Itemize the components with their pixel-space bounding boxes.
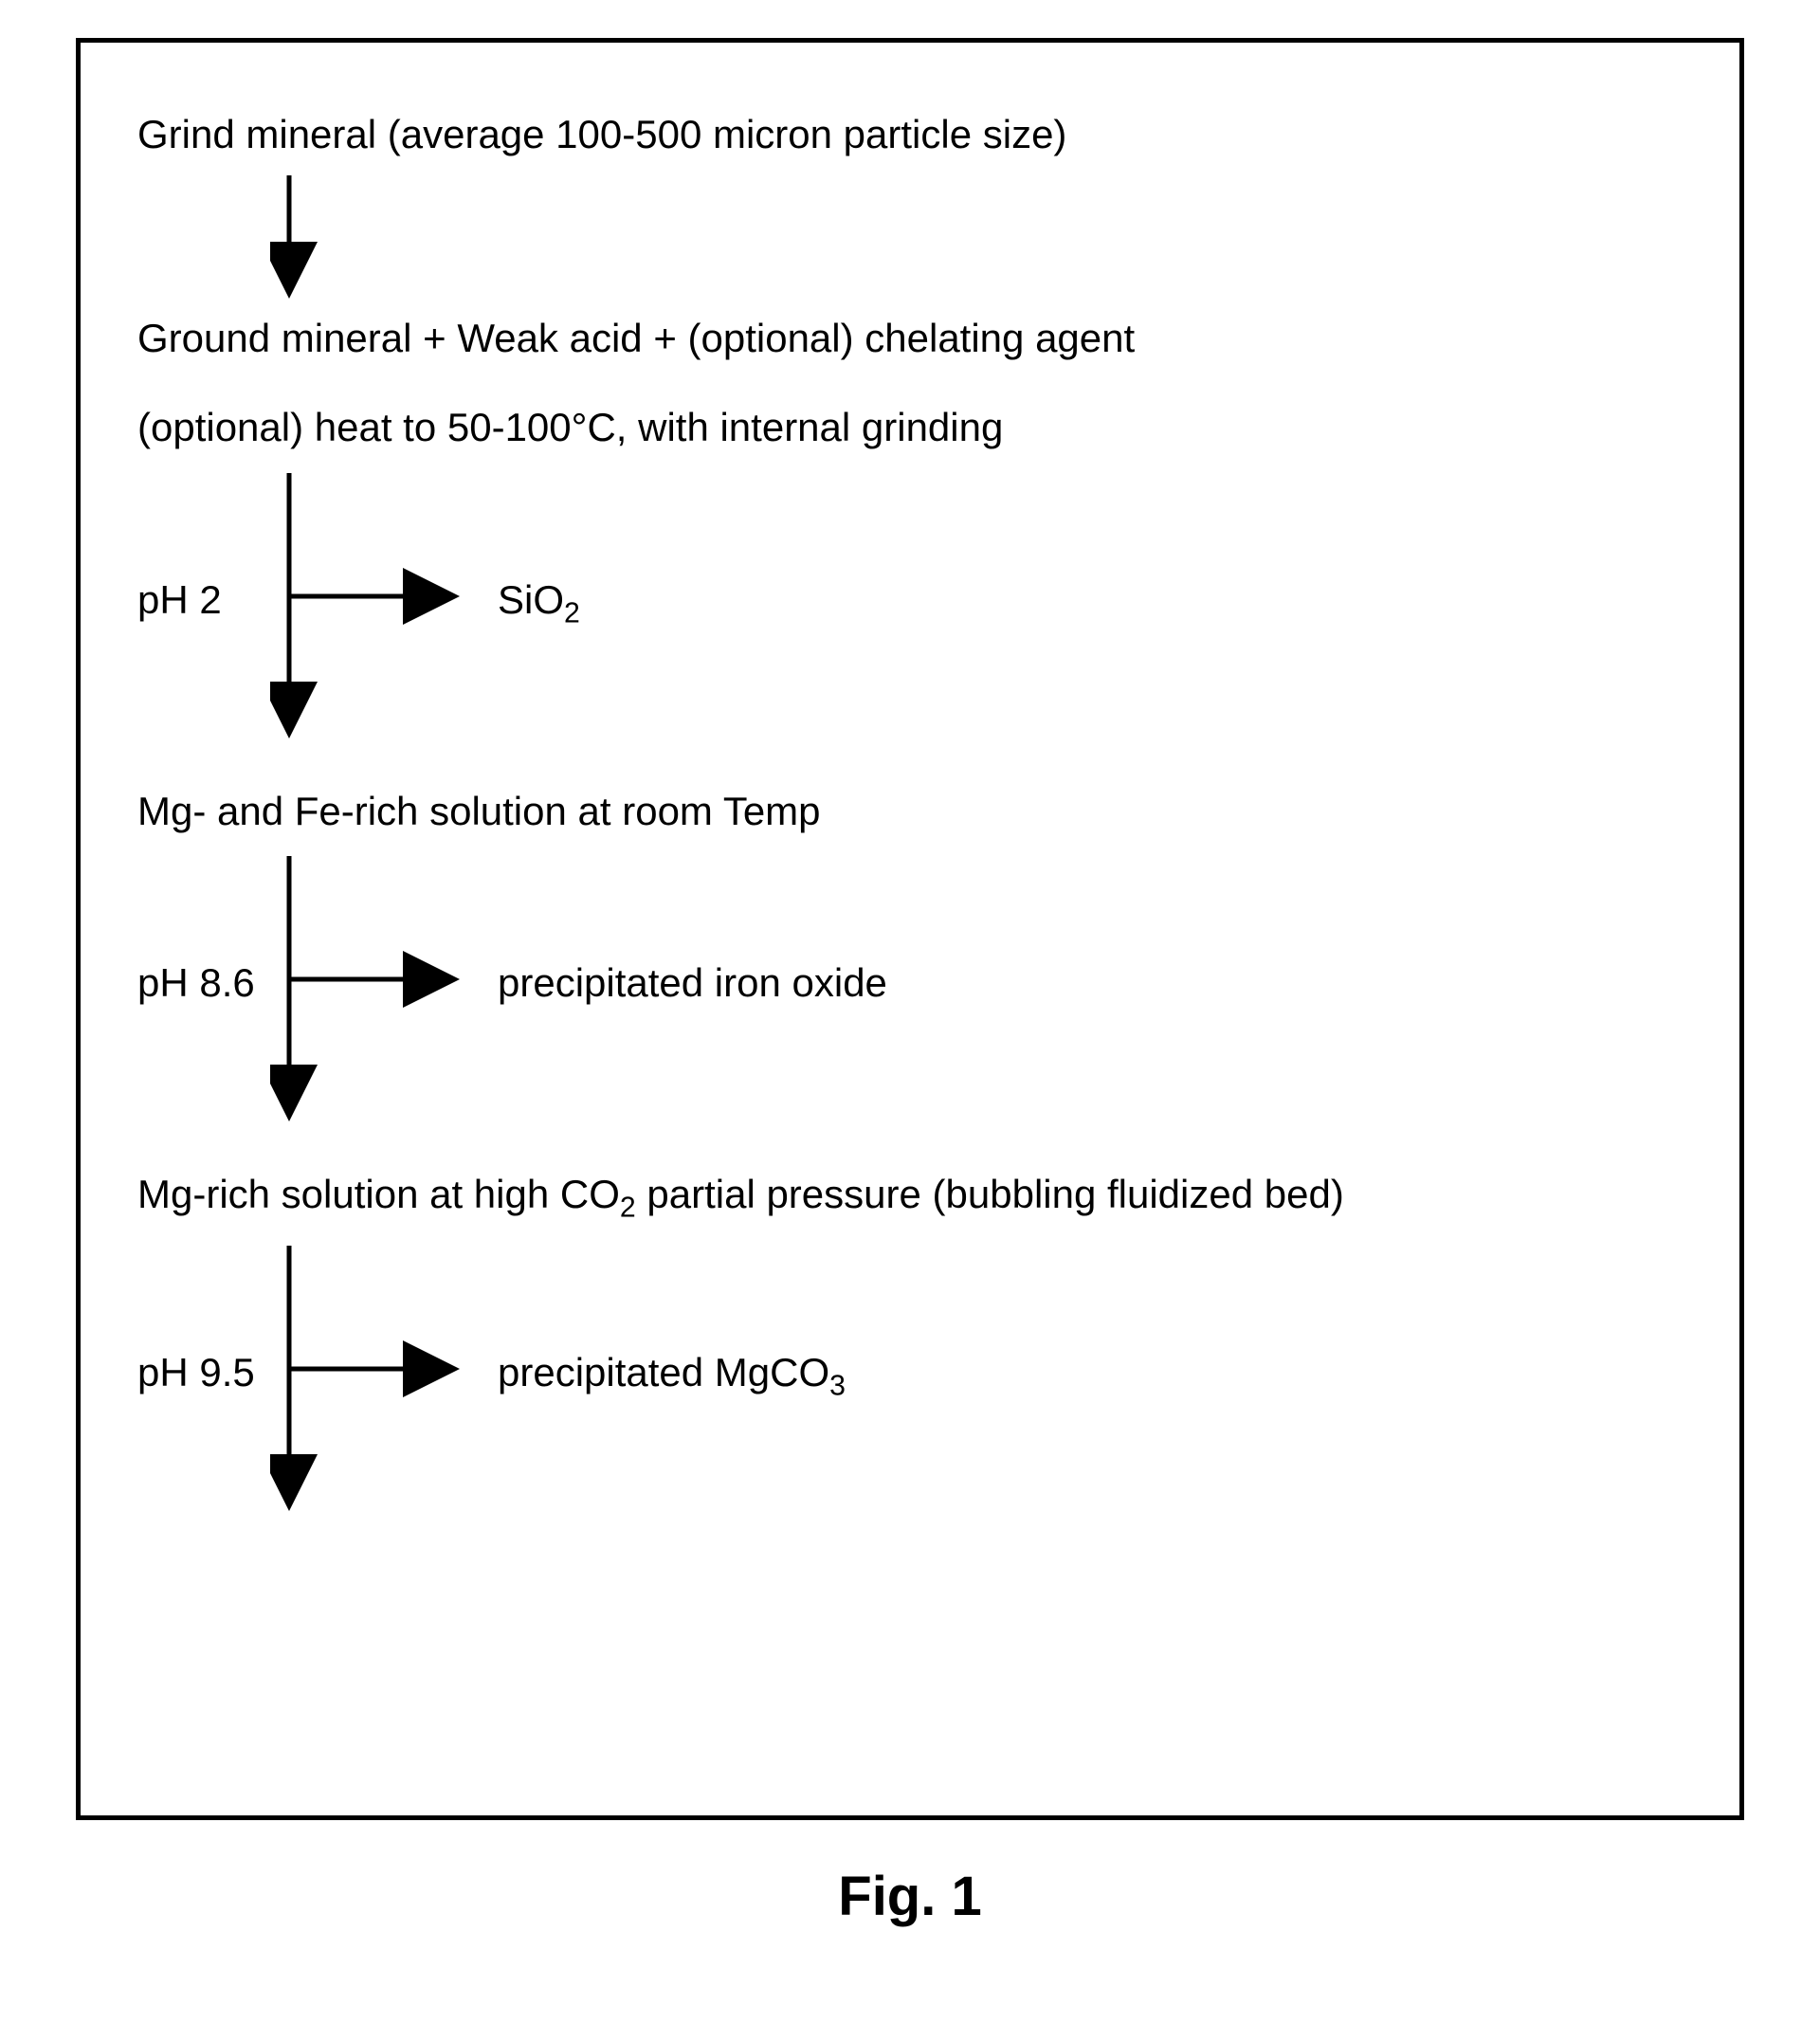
step-3-text: Mg- and Fe-rich solution at room Temp — [137, 786, 1683, 838]
arrow-down-1 — [270, 175, 460, 299]
ph-label-3: pH 8.6 — [137, 960, 255, 1006]
ph-label-4: pH 9.5 — [137, 1350, 255, 1395]
diagram-frame: Grind mineral (average 100-500 micron pa… — [76, 38, 1744, 1820]
output-label-4: precipitated MgCO3 — [498, 1350, 846, 1402]
step-2-text-line2: (optional) heat to 50-100°C, with intern… — [137, 402, 1683, 454]
figure-caption: Fig. 1 — [838, 1865, 981, 1928]
step-3: Mg- and Fe-rich solution at room Temp pH… — [137, 786, 1683, 1141]
step-1: Grind mineral (average 100-500 micron pa… — [137, 109, 1683, 299]
step-2: Ground mineral + Weak acid + (optional) … — [137, 313, 1683, 757]
ph-label-2: pH 2 — [137, 577, 222, 623]
output-label-2: SiO2 — [498, 577, 580, 629]
step-4: Mg-rich solution at high CO2 partial pre… — [137, 1169, 1683, 1530]
arrow-branch-2 — [270, 473, 649, 757]
step-4-text: Mg-rich solution at high CO2 partial pre… — [137, 1169, 1683, 1227]
step-2-text-line1: Ground mineral + Weak acid + (optional) … — [137, 313, 1683, 365]
output-label-3: precipitated iron oxide — [498, 960, 887, 1006]
step-1-text: Grind mineral (average 100-500 micron pa… — [137, 109, 1683, 161]
